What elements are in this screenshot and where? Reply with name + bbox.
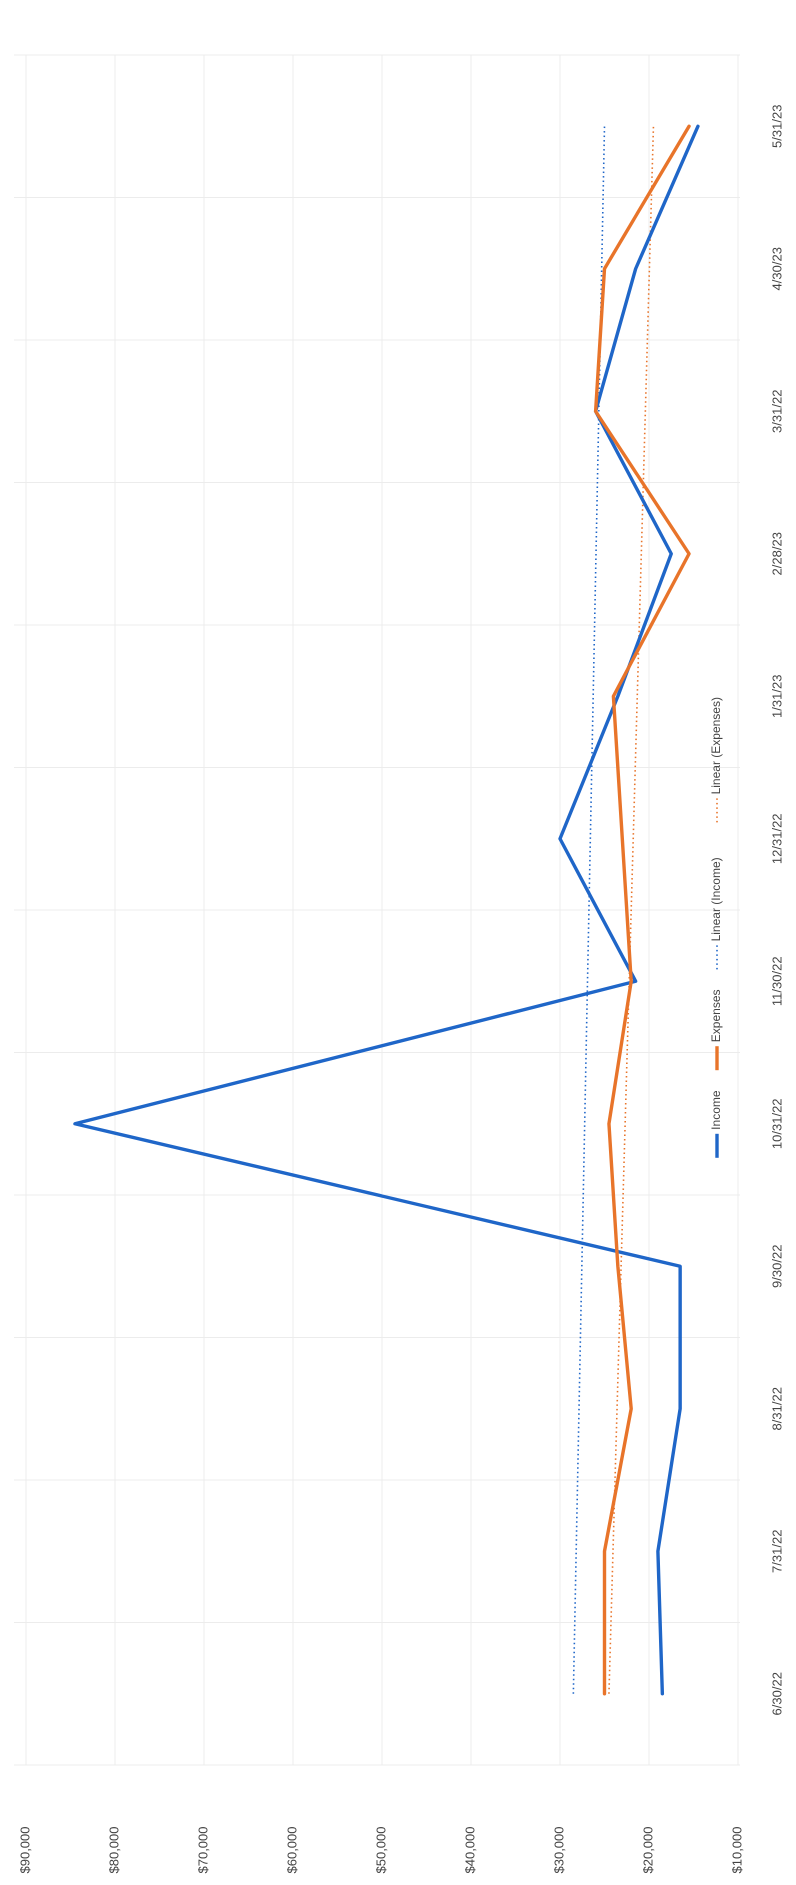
x-tick-label: 12/31/22 xyxy=(769,813,784,864)
legend-label-expenses: Expenses xyxy=(709,989,723,1042)
y-tick-label: $20,000 xyxy=(640,1827,655,1874)
series-line-linear-expenses xyxy=(608,126,655,1694)
y-tick-label: $40,000 xyxy=(462,1827,477,1874)
x-tick-label: 3/31/22 xyxy=(769,390,784,433)
y-tick-label: $80,000 xyxy=(106,1827,121,1874)
x-tick-label: 11/30/22 xyxy=(769,956,784,1006)
x-tick-label: 10/31/22 xyxy=(769,1098,784,1149)
x-tick-label: 8/31/22 xyxy=(769,1387,784,1430)
x-tick-label: 2/28/23 xyxy=(769,532,784,575)
series-line-linear-income xyxy=(572,126,606,1694)
legend-label-linear-income: Linear (Income) xyxy=(709,857,723,941)
x-tick-label: 5/31/23 xyxy=(769,105,784,148)
y-tick-label: $50,000 xyxy=(373,1827,388,1874)
y-tick-label: $30,000 xyxy=(551,1827,566,1874)
legend-label-linear-expenses: Linear (Expenses) xyxy=(709,697,723,794)
legend-items: Income Expenses Linear (Income) Linear (Exp… xyxy=(709,697,723,1158)
x-tick-label: 9/30/22 xyxy=(769,1245,784,1288)
y-tick-label: $70,000 xyxy=(195,1827,210,1874)
y-tick-label: $60,000 xyxy=(284,1827,299,1874)
y-tick-label: $90,000 xyxy=(17,1827,32,1874)
axes: $10,000 $20,000 $30,000 $40,000 $50,000 $60,0… xyxy=(17,105,784,1874)
x-tick-label: 6/30/22 xyxy=(769,1672,784,1715)
x-tick-label: 4/30/23 xyxy=(769,247,784,290)
x-tick-label: 1/31/23 xyxy=(769,675,784,718)
legend-label-income: Income xyxy=(709,1090,723,1130)
y-tick-label: $10,000 xyxy=(729,1827,744,1874)
series-lines xyxy=(73,124,700,1696)
x-tick-label: 7/31/22 xyxy=(769,1530,784,1573)
series-line-income xyxy=(73,124,700,1696)
legend: Income Expenses Linear (Income) Linear (Exp… xyxy=(709,697,723,1158)
trendlines xyxy=(572,126,655,1694)
series-line-expenses xyxy=(593,124,691,1696)
